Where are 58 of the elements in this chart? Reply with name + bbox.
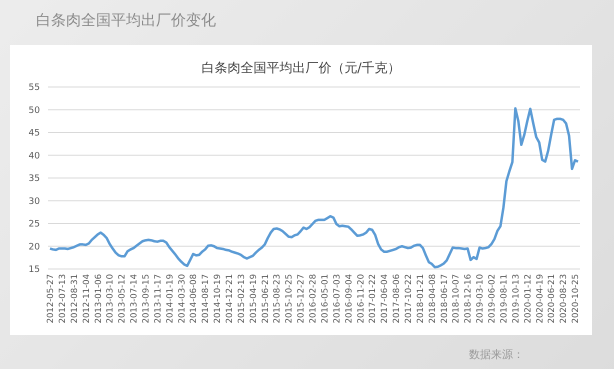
y-tick-label: 20 [28, 242, 40, 252]
x-tick-label: 2018-06-17 [440, 274, 450, 324]
x-tick-label: 2013-01-06 [94, 274, 104, 324]
x-tick-label: 2018-01-21 [416, 274, 426, 324]
x-tick-label: 2019-10-13 [511, 274, 522, 324]
x-tick-label: 2016-02-28 [308, 274, 319, 324]
y-tick-label: 55 [28, 83, 40, 94]
x-tick-label: 2018-04-08 [428, 274, 438, 324]
chart-title: 白条肉全国平均出厂价变化 [36, 11, 216, 30]
x-tick-label: 2020-01-12 [523, 274, 534, 324]
line-series [48, 107, 580, 268]
y-tick-label: 35 [28, 174, 40, 184]
x-tick-label: 2020-08-23 [559, 274, 570, 324]
x-tick-label: 2013-05-12 [118, 274, 128, 324]
x-tick-label: 2014-10-19 [213, 274, 224, 324]
x-tick-label: 2012-11-04 [82, 274, 92, 324]
x-tick-label: 2013-03-10 [106, 274, 116, 324]
y-tick-label: 15 [28, 265, 40, 276]
x-tick-label: 2015-06-21 [260, 274, 271, 324]
x-tick-label: 2020-04-19 [535, 274, 546, 324]
x-tick-label: 2015-10-25 [284, 274, 295, 324]
y-tick-label: 30 [28, 196, 40, 207]
y-tick-label: 45 [28, 128, 40, 139]
x-tick-label: 2015-12-27 [296, 274, 307, 324]
x-tick-label: 2014-08-17 [201, 274, 212, 324]
x-tick-label: 2015-02-13 [236, 274, 247, 324]
x-tick-label: 2019-08-11 [499, 274, 510, 324]
x-tick-label: 2018-12-16 [464, 274, 474, 324]
y-tick-label: 40 [28, 151, 40, 162]
source-note: 数据来源： [469, 347, 524, 362]
x-tick-label: 2017-06-04 [380, 274, 390, 324]
chart-subtitle: 白条肉全国平均出厂价（元/千克） [200, 60, 402, 77]
x-tick-label: 2017-08-06 [392, 274, 402, 324]
x-tick-label: 2016-05-01 [320, 274, 330, 324]
x-tick-label: 2016-11-20 [356, 274, 366, 324]
x-tick-label: 2015-04-19 [248, 274, 259, 324]
x-tick-label: 2013-11-17 [153, 274, 164, 324]
x-tick-label: 2014-03-30 [177, 274, 188, 324]
x-tick-label: 2020-10-25 [571, 274, 582, 324]
x-tick-label: 2014-01-19 [165, 274, 176, 324]
x-tick-label: 2012-07-13 [58, 274, 68, 324]
x-tick-label: 2012-08-31 [70, 274, 80, 324]
x-tick-label: 2017-01-22 [368, 274, 378, 324]
x-tick-label: 2014-12-21 [225, 274, 236, 324]
x-tick-label: 2014-06-08 [189, 274, 200, 324]
x-tick-label: 2020-06-21 [547, 274, 558, 324]
x-tick-label: 2019-03-10 [476, 274, 486, 324]
x-tick-label: 2016-07-03 [332, 274, 342, 324]
x-tick-label: 2017-10-22 [404, 274, 414, 324]
y-tick-label: 25 [28, 220, 40, 230]
x-tick-label: 2012-05-27 [46, 274, 56, 324]
x-tick-label: 2016-09-04 [344, 274, 354, 324]
x-tick-label: 2013-07-14 [130, 274, 140, 324]
y-tick-label: 50 [28, 106, 40, 116]
x-tick-label: 2018-10-07 [452, 274, 462, 324]
x-tick-label: 2015-08-23 [272, 274, 283, 324]
x-tick-label: 2013-09-15 [141, 274, 152, 324]
x-tick-label: 2019-06-02 [488, 274, 498, 324]
